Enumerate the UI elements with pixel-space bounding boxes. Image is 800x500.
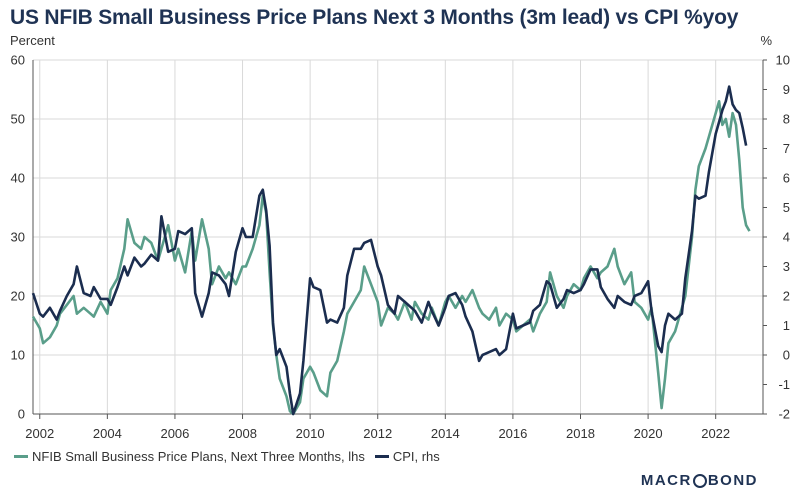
- y-right-tick-label: 7: [783, 141, 790, 156]
- y-right-tick-label: 8: [783, 112, 790, 127]
- chart-title: US NFIB Small Business Price Plans Next …: [10, 6, 739, 29]
- y-right-tick-label: 2: [783, 289, 790, 304]
- y-right-tick-label: -1: [778, 377, 790, 392]
- y-left-tick-label: 20: [11, 289, 25, 304]
- x-tick-label: 2002: [25, 426, 54, 440]
- series-line-cpi: [31, 85, 748, 416]
- y-right-tick-label: -2: [778, 407, 790, 422]
- x-tick-label: 2012: [363, 426, 392, 440]
- x-tick-label: 2010: [296, 426, 325, 440]
- y-left-tick-label: 40: [11, 171, 25, 186]
- macrobond-logo: MACR BOND: [641, 472, 758, 489]
- gridlines: [33, 59, 763, 415]
- x-tick-label: 2006: [160, 426, 189, 440]
- legend-label-nfib: NFIB Small Business Price Plans, Next Th…: [32, 449, 365, 464]
- y-right-tick-label: 10: [776, 53, 790, 68]
- brand-ring-icon: [692, 473, 707, 488]
- x-tick-label: 2016: [498, 426, 527, 440]
- legend-swatch-nfib: [14, 455, 28, 458]
- legend-item-nfib: NFIB Small Business Price Plans, Next Th…: [14, 449, 365, 464]
- y-left-tick-label: 50: [11, 112, 25, 127]
- legend-item-cpi: CPI, rhs: [374, 449, 440, 464]
- y-right-tick-label: 9: [783, 82, 790, 97]
- legend-swatch-cpi: [374, 455, 389, 458]
- legend-label-cpi: CPI, rhs: [392, 449, 440, 464]
- tick-labels: 0 10 20 30 40 50 60 -2 -1 0 1 2 3 4 5 6 7 8 9 10 2002 2004 200…: [11, 53, 790, 441]
- right-axis-unit: %: [760, 33, 772, 48]
- y-left-tick-label: 10: [11, 348, 25, 363]
- legend: NFIB Small Business Price Plans, Next Th…: [14, 449, 450, 464]
- y-right-tick-label: 3: [783, 259, 790, 274]
- series-line-nfib: [31, 100, 751, 416]
- chart-plot: 0 10 20 30 40 50 60 -2 -1 0 1 2 3 4 5 6 7 8 9 10 2002 2004 200…: [11, 53, 790, 441]
- x-tick-label: 2022: [701, 426, 730, 440]
- x-tick-label: 2020: [634, 426, 663, 440]
- x-tick-label: 2008: [228, 426, 257, 440]
- brand-text-start: MACR: [640, 472, 692, 489]
- y-right-tick-label: 6: [783, 171, 790, 186]
- y-right-tick-label: 0: [783, 348, 790, 363]
- x-tick-label: 2004: [93, 426, 122, 440]
- y-right-tick-label: 1: [783, 318, 790, 333]
- y-right-tick-label: 5: [783, 200, 790, 215]
- y-left-tick-label: 0: [18, 407, 25, 422]
- brand-text-end: BOND: [707, 472, 758, 489]
- series-lines: [31, 85, 751, 416]
- y-right-tick-label: 4: [783, 230, 790, 245]
- y-left-tick-label: 30: [11, 230, 25, 245]
- x-tick-label: 2014: [431, 426, 460, 440]
- left-axis-unit: Percent: [10, 33, 55, 48]
- y-left-tick-label: 60: [11, 53, 25, 68]
- axes: [32, 59, 767, 419]
- x-tick-label: 2018: [566, 426, 595, 440]
